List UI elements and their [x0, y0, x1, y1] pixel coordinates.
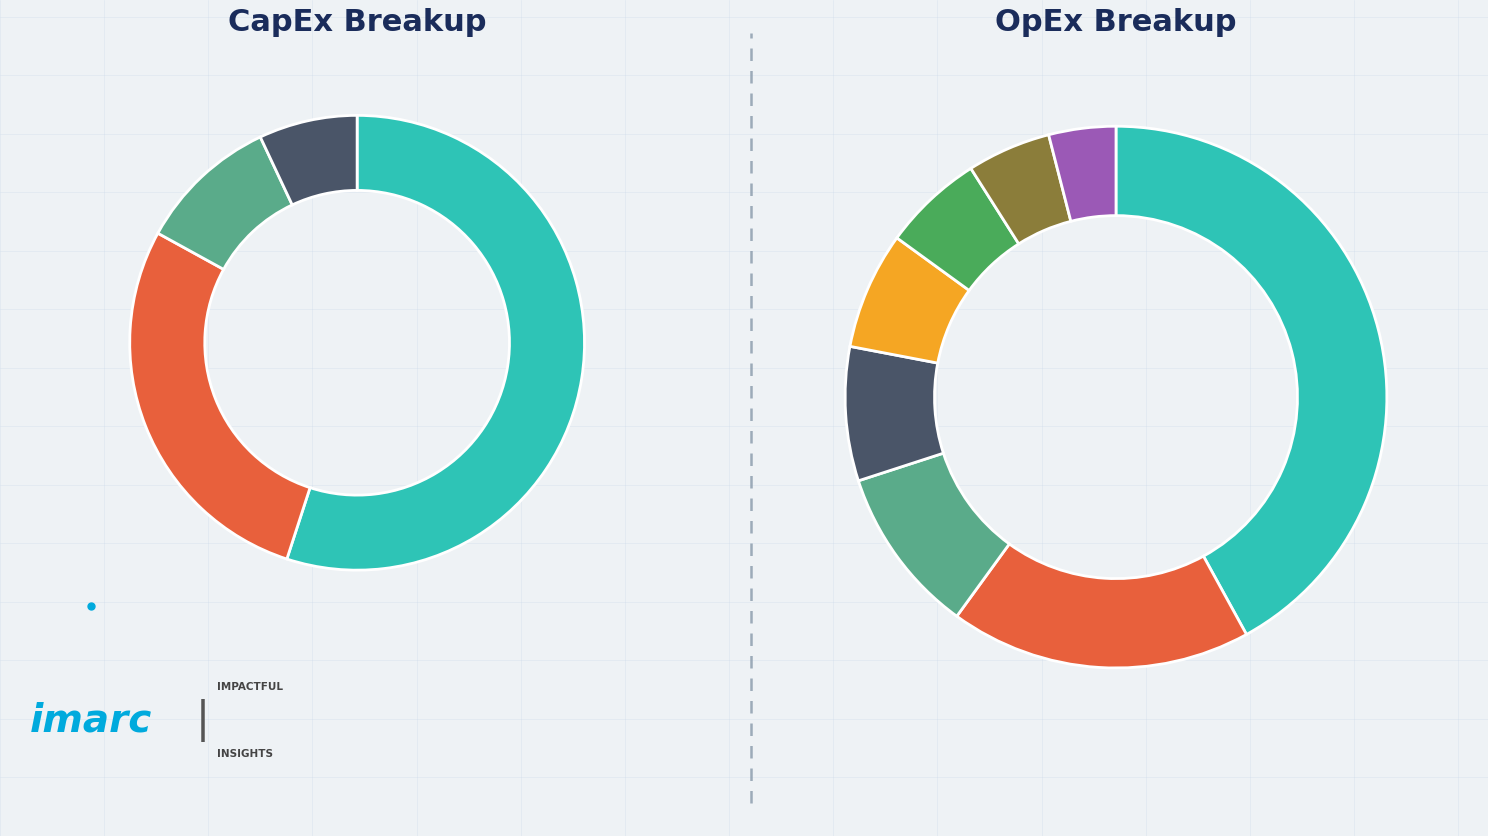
Text: IMPACTFUL: IMPACTFUL — [217, 682, 283, 691]
Wedge shape — [859, 453, 1009, 616]
Wedge shape — [850, 238, 969, 363]
Wedge shape — [845, 346, 943, 481]
Text: INSIGHTS: INSIGHTS — [217, 750, 274, 759]
Text: imarc: imarc — [30, 701, 152, 740]
Wedge shape — [897, 168, 1019, 290]
Wedge shape — [158, 137, 292, 269]
Wedge shape — [260, 115, 357, 205]
Title: CapEx Breakup: CapEx Breakup — [228, 8, 487, 37]
Wedge shape — [1116, 126, 1387, 635]
Wedge shape — [129, 233, 310, 559]
Wedge shape — [287, 115, 585, 570]
Wedge shape — [970, 135, 1071, 244]
Wedge shape — [1049, 126, 1116, 222]
Text: |: | — [196, 699, 210, 742]
Wedge shape — [957, 544, 1247, 668]
Title: OpEx Breakup: OpEx Breakup — [995, 8, 1237, 37]
